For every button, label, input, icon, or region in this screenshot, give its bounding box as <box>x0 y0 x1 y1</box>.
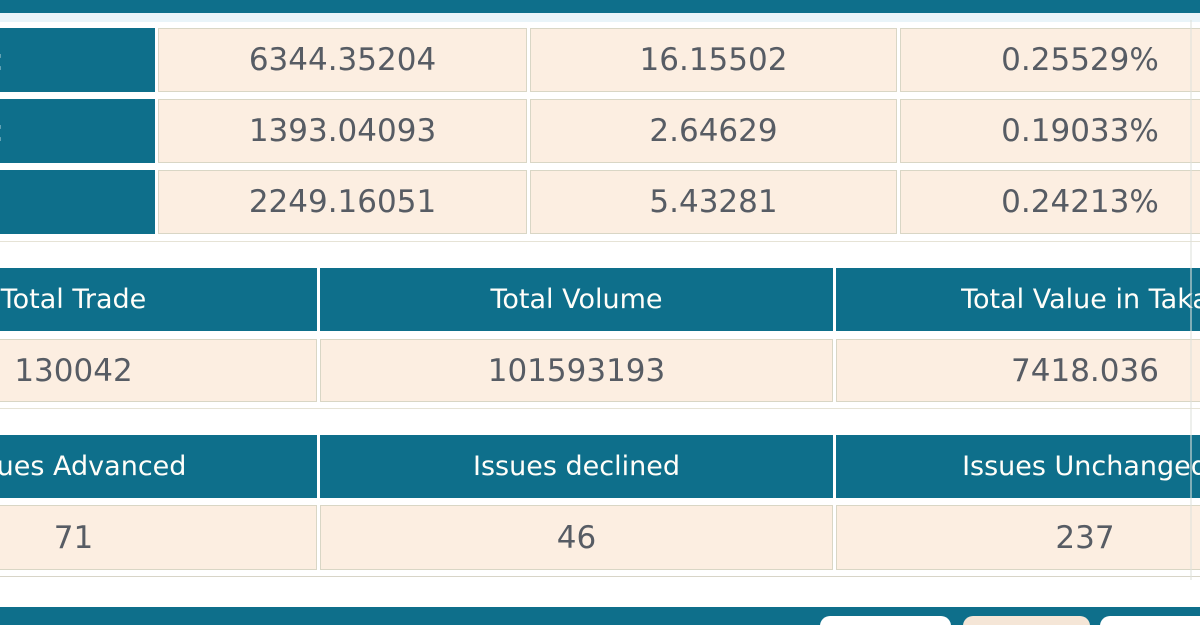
index-percent-cell: 0.25529% <box>900 28 1200 92</box>
total-value-header: Total Value in Taka <box>836 268 1200 331</box>
bottom-bar-button-3[interactable] <box>1100 616 1200 625</box>
total-trade-header: Total Trade <box>0 268 317 331</box>
issues-table-bottom-border <box>0 576 1200 577</box>
index-percent-cell: 0.24213% <box>900 170 1200 234</box>
window-seam-line <box>1190 20 1192 580</box>
issues-declined-header: Issues declined <box>320 435 833 498</box>
top-header-bar <box>0 0 1200 13</box>
totals-table-bottom-border <box>0 408 1200 409</box>
index-row-label-remnant: : <box>0 42 4 78</box>
index-change-cell: 5.43281 <box>530 170 897 234</box>
index-table-bottom-border <box>0 241 1200 242</box>
total-value-value: 7418.036 <box>836 339 1200 402</box>
top-header-band <box>0 13 1200 22</box>
index-value-cell: 1393.04093 <box>158 99 527 163</box>
issues-advanced-header: Issues Advanced <box>0 435 317 498</box>
issues-declined-value: 46 <box>320 505 833 570</box>
total-volume-value: 101593193 <box>320 339 833 402</box>
index-percent-cell: 0.19033% <box>900 99 1200 163</box>
bottom-bar-button-1[interactable] <box>820 616 951 625</box>
index-value-cell: 6344.35204 <box>158 28 527 92</box>
issues-table: Issues Advanced Issues declined Issues U… <box>0 435 1200 570</box>
index-summary-table: : 6344.35204 16.15502 0.25529% : 1393.04… <box>0 28 1200 234</box>
issues-unchanged-header: Issues Unchanged <box>836 435 1200 498</box>
index-row-label-cell: : <box>0 28 155 92</box>
totals-table: Total Trade Total Volume Total Value in … <box>0 268 1200 402</box>
issues-advanced-value: 71 <box>0 505 317 570</box>
total-volume-header: Total Volume <box>320 268 833 331</box>
total-trade-value: 130042 <box>0 339 317 402</box>
bottom-bar-button-2[interactable] <box>963 616 1090 625</box>
index-row-label-cell: : <box>0 99 155 163</box>
issues-unchanged-value: 237 <box>836 505 1200 570</box>
index-value-cell: 2249.16051 <box>158 170 527 234</box>
index-row-label-cell <box>0 170 155 234</box>
index-change-cell: 2.64629 <box>530 99 897 163</box>
index-row-label-remnant: : <box>0 113 4 149</box>
index-change-cell: 16.15502 <box>530 28 897 92</box>
